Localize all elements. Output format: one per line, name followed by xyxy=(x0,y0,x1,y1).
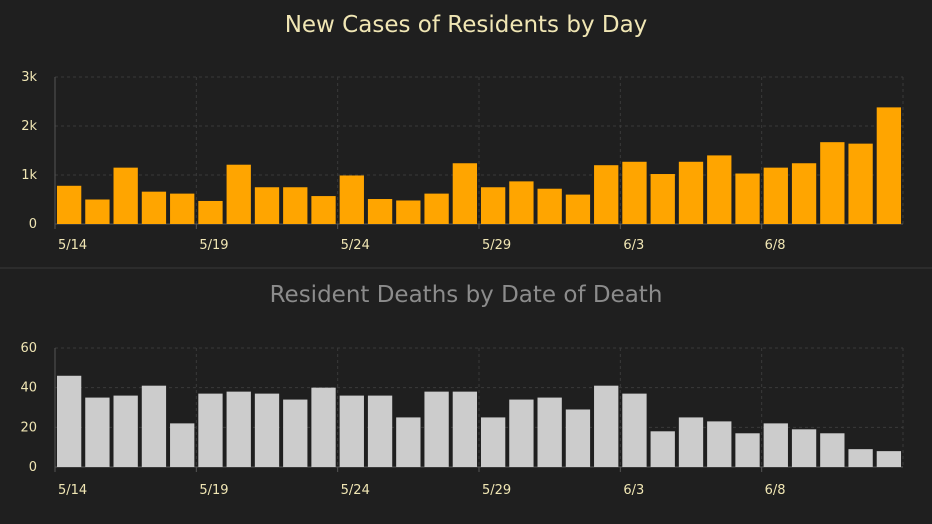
bar xyxy=(452,163,478,224)
bar xyxy=(85,199,110,224)
x-tick-label: 6/3 xyxy=(623,483,644,498)
y-tick-label: 60 xyxy=(20,341,37,356)
chart-2: Resident Deaths by Date of Death 0 20 40 60 5… xyxy=(20,282,904,498)
bar xyxy=(311,387,336,467)
bar xyxy=(198,393,223,467)
bar xyxy=(537,188,562,224)
bar xyxy=(170,423,195,467)
bar xyxy=(367,199,393,224)
bar xyxy=(424,391,449,467)
bar xyxy=(170,193,195,224)
y-tick-label: 0 xyxy=(29,460,37,475)
bar xyxy=(594,385,619,467)
bar xyxy=(820,433,845,467)
bar xyxy=(565,194,591,224)
y-tick-label: 3k xyxy=(21,70,37,85)
bar xyxy=(141,191,167,224)
bar xyxy=(509,181,534,224)
bar xyxy=(283,187,308,224)
bar xyxy=(480,187,506,224)
bar xyxy=(85,397,110,467)
bar xyxy=(396,200,421,224)
x-tick-label: 6/8 xyxy=(765,483,786,498)
bar xyxy=(791,429,817,467)
bar xyxy=(311,196,336,224)
bar xyxy=(339,175,364,224)
bar xyxy=(537,397,562,467)
bar xyxy=(820,142,845,224)
bar xyxy=(565,409,591,467)
x-tick-label: 5/19 xyxy=(199,238,228,253)
bar xyxy=(594,165,619,224)
bar xyxy=(113,167,138,224)
y-tick-label: 0 xyxy=(29,217,37,232)
bar xyxy=(848,449,873,467)
bar xyxy=(678,161,704,224)
bar xyxy=(763,423,788,467)
x-tick-label: 6/3 xyxy=(623,238,644,253)
bar xyxy=(452,391,478,467)
bar xyxy=(763,167,788,224)
x-tick-label: 5/24 xyxy=(341,238,370,253)
bar xyxy=(876,451,902,467)
y-tick-label: 20 xyxy=(20,420,37,435)
bar xyxy=(480,417,506,467)
chart-1: New Cases of Residents by Day 0 1k 2k 3k 5/14… xyxy=(21,12,904,253)
bar xyxy=(735,433,760,467)
x-tick-label: 5/29 xyxy=(482,483,511,498)
x-tick-label: 6/8 xyxy=(765,238,786,253)
bar xyxy=(707,421,732,467)
x-tick-label: 5/19 xyxy=(199,483,228,498)
bar xyxy=(396,417,421,467)
bar xyxy=(226,164,251,224)
bar xyxy=(707,155,732,224)
bar xyxy=(876,107,902,224)
bar xyxy=(735,173,760,224)
bar xyxy=(113,395,138,467)
x-tick-label: 5/14 xyxy=(58,483,87,498)
chart-title: New Cases of Residents by Day xyxy=(285,12,648,38)
chart-title: Resident Deaths by Date of Death xyxy=(270,282,663,308)
bar xyxy=(678,417,704,467)
y-tick-label: 1k xyxy=(21,168,37,183)
bar xyxy=(848,143,873,224)
bar xyxy=(141,385,167,467)
bar xyxy=(424,193,449,224)
bar xyxy=(254,393,280,467)
x-tick-label: 5/29 xyxy=(482,238,511,253)
bar xyxy=(254,187,280,224)
bar xyxy=(56,185,82,224)
bar xyxy=(509,399,534,467)
bar xyxy=(650,174,675,224)
bar xyxy=(339,395,364,467)
y-tick-label: 2k xyxy=(21,119,37,134)
x-tick-label: 5/24 xyxy=(341,483,370,498)
bar xyxy=(650,431,675,467)
bar xyxy=(198,200,223,224)
bar xyxy=(56,375,82,467)
bar xyxy=(367,395,393,467)
bar xyxy=(622,393,647,467)
bar xyxy=(226,391,251,467)
bar xyxy=(283,399,308,467)
bar xyxy=(622,161,647,224)
y-tick-label: 40 xyxy=(20,381,37,396)
bar xyxy=(791,163,817,224)
x-tick-label: 5/14 xyxy=(58,238,87,253)
